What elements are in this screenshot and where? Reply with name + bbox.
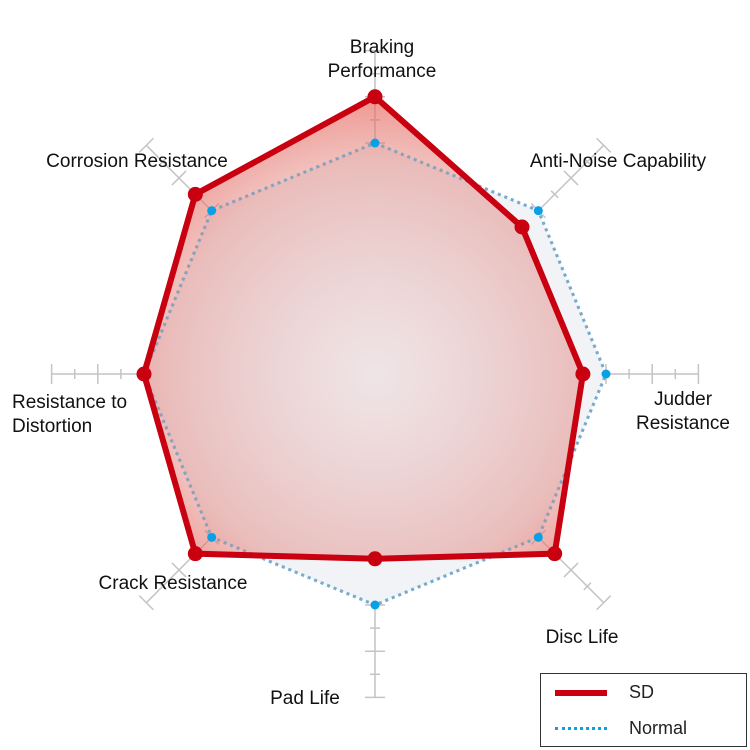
axis-minor-tick [550,190,559,199]
sd-point [575,366,591,382]
sd-point [367,89,383,105]
axis-label-line: Crack Resistance [99,573,248,594]
axis-label: Braking Performance [328,37,437,82]
axis-minor-tick [583,582,592,591]
normal-point [207,206,217,216]
axis-label-line: Performance [328,61,437,82]
axis-label-line: Anti-Noise Capability [530,151,707,172]
legend: SD Normal [540,673,747,747]
axis-minor-tick [583,157,592,166]
axis-major-tick [563,170,579,186]
legend-label-sd: SD [629,682,655,702]
sd-point [514,219,530,235]
normal-point [533,532,543,542]
series-sd-fill [144,96,583,559]
normal-point [370,138,380,148]
axis-label: Pad Life [270,688,340,709]
axis-label: Resistance to Distortion [12,392,127,437]
axis-label: Disc Life [546,627,619,648]
legend-label-normal: Normal [629,718,688,738]
sd-point [136,366,152,382]
axis-label-line: Resistance [636,413,730,434]
sd-point [187,546,203,562]
axis-label-line: Braking [350,37,414,58]
legend-swatch-sd [555,689,607,696]
axis-label-line: Pad Life [270,688,340,709]
sd-point [187,186,203,202]
axis-major-tick [138,137,154,153]
axis-major-tick [596,595,612,611]
axis-label-line: Distortion [12,416,92,437]
legend-item-sd: SD [541,682,654,703]
axis-major-tick [596,137,612,153]
axis-major-tick [138,595,154,611]
sd-point [367,551,383,567]
axis-minor-tick [158,582,167,591]
axis-label-line: Disc Life [546,627,619,648]
axis-label: Anti-Noise Capability [530,151,707,172]
axis-major-tick [171,170,187,186]
axis-label: Judder Resistance [636,389,730,434]
normal-point [533,206,543,216]
normal-point [601,369,611,379]
normal-point [370,600,380,610]
sd-point [547,546,563,562]
axis-minor-tick [158,157,167,166]
normal-point [207,532,217,542]
axis-major-tick [171,562,187,578]
legend-swatch-normal [555,727,607,730]
axis-label-line: Resistance to [12,392,127,413]
axis-major-tick [563,562,579,578]
axis-label-line: Corrosion Resistance [46,151,228,172]
axis-label-line: Judder [654,389,713,410]
axis-label: Corrosion Resistance [46,151,228,172]
axis-label: Crack Resistance [99,573,248,594]
legend-item-normal: Normal [541,718,687,739]
